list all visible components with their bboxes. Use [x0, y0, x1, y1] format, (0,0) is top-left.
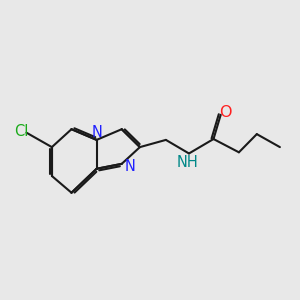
Text: N: N: [124, 159, 135, 174]
Text: NH: NH: [177, 154, 198, 169]
Text: N: N: [91, 125, 102, 140]
Text: Cl: Cl: [14, 124, 28, 139]
Text: O: O: [219, 105, 231, 120]
